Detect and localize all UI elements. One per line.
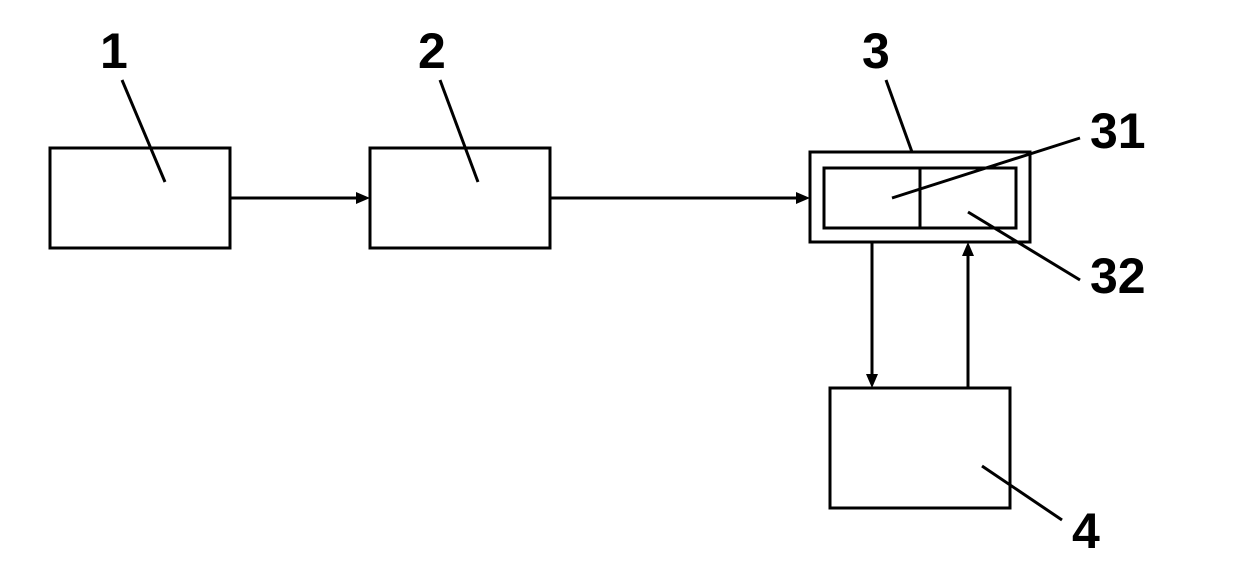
label-l32: 32 [1090, 248, 1146, 304]
diagram-canvas: 1 2 3 31 32 4 [0, 0, 1240, 565]
label-l1: 1 [100, 23, 128, 79]
box-b32 [920, 168, 1016, 228]
label-l2: 2 [418, 23, 446, 79]
arrow-head [962, 242, 974, 256]
box-b1 [50, 148, 230, 248]
arrow-head [866, 374, 878, 388]
arrow-head [356, 192, 370, 204]
label-l3: 3 [862, 23, 890, 79]
box-b4 [830, 388, 1010, 508]
leader-line [886, 80, 912, 152]
box-b2 [370, 148, 550, 248]
label-l31: 31 [1090, 103, 1146, 159]
arrow-head [796, 192, 810, 204]
label-l4: 4 [1072, 503, 1100, 559]
box-b31 [824, 168, 920, 228]
